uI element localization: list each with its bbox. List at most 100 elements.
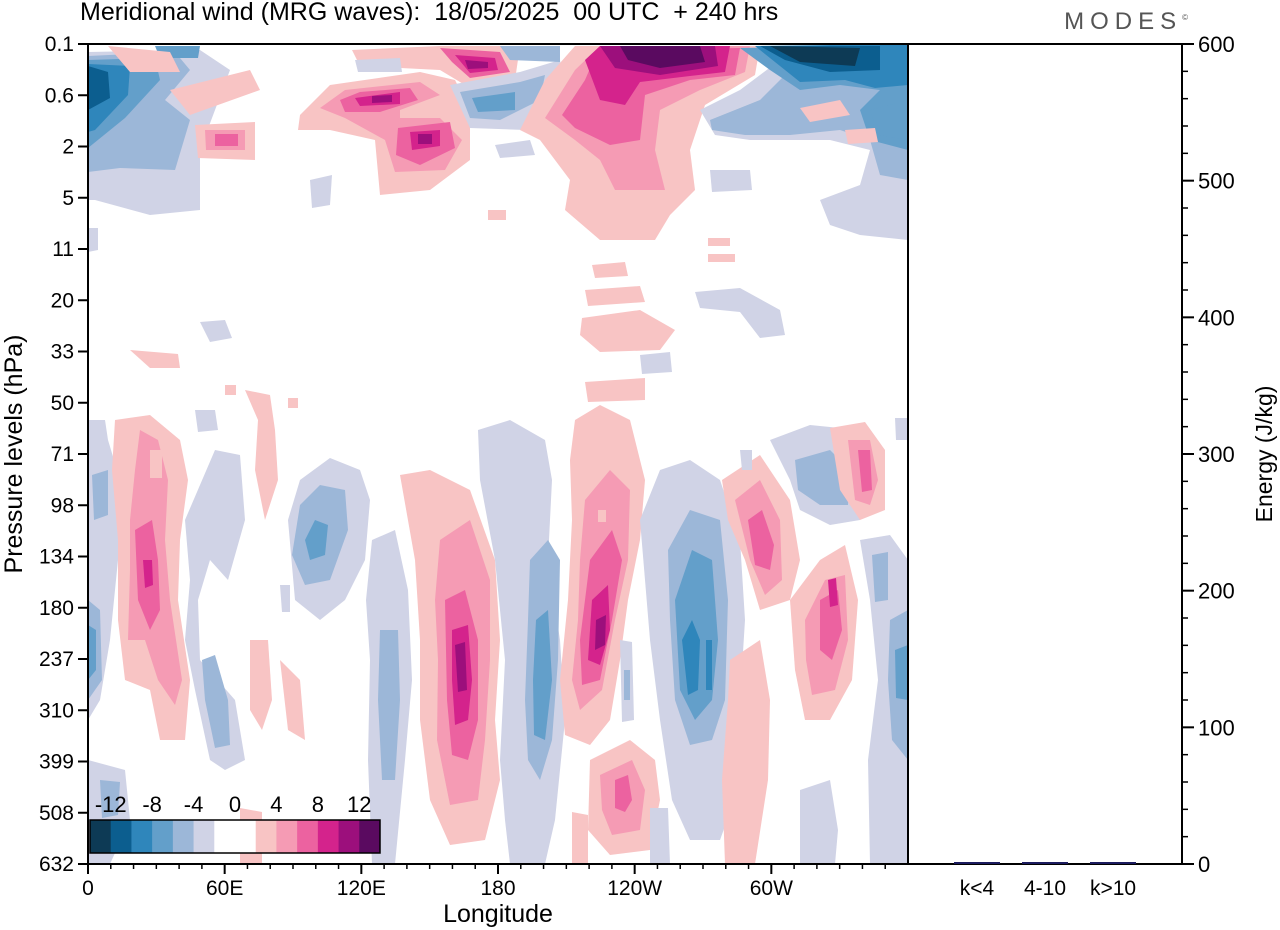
- x-tick-label: 120E: [337, 877, 386, 900]
- contour-region: [845, 128, 878, 144]
- colorbar-swatch: [235, 820, 257, 853]
- contour-region: [472, 92, 515, 112]
- contour-region: [624, 670, 630, 700]
- y-tick-label: 50: [51, 392, 74, 415]
- colorbar-swatch: [338, 820, 360, 853]
- contour-region: [870, 100, 908, 140]
- x-tick-label: 60E: [206, 877, 243, 900]
- colorbar-swatch: [193, 820, 215, 853]
- x-tick-label: 180: [480, 877, 515, 900]
- y-tick-label: 0.1: [45, 33, 74, 56]
- colorbar-swatch: [297, 820, 319, 853]
- contour-region: [92, 470, 108, 520]
- contour-region: [185, 450, 245, 770]
- contour-region: [706, 640, 712, 690]
- colorbar-label: -12: [95, 792, 127, 817]
- contour-region: [650, 808, 670, 864]
- contour-region: [215, 134, 238, 146]
- contour-region: [280, 585, 290, 612]
- contour-region: [225, 385, 236, 395]
- contour-region: [895, 418, 908, 440]
- contour-region: [592, 262, 628, 278]
- y-tick-label: 508: [39, 802, 74, 825]
- energy-bar-panel: [907, 43, 1183, 865]
- colorbar-swatch: [359, 820, 381, 853]
- colorbar-swatch: [317, 820, 340, 853]
- contour-region: [88, 66, 110, 110]
- contour-region: [598, 510, 606, 522]
- energy-tick-label: 200: [1198, 579, 1235, 604]
- colorbar-label: -4: [184, 792, 204, 817]
- colorbar-swatch: [152, 820, 174, 853]
- energy-tick-label: 500: [1198, 169, 1235, 194]
- chart-title: Meridional wind (MRG waves): 18/05/2025 …: [80, 0, 779, 26]
- contour-region: [250, 640, 272, 730]
- contour-region: [585, 286, 645, 306]
- energy-bar: [954, 862, 1000, 864]
- contour-region: [895, 645, 908, 700]
- contour-region: [695, 288, 785, 338]
- energy-tick-label: 0: [1198, 852, 1210, 877]
- contour-region: [143, 560, 153, 588]
- contour-region: [355, 58, 402, 72]
- colorbar: -12 -8 -4 0 4 8 12: [89, 792, 381, 854]
- y-axis: 0.1 0.6 2 5 11 20 33 50 71 98 134 180 237 310 399 508 63…: [39, 33, 88, 876]
- y-tick-label: 237: [39, 648, 74, 671]
- colorbar-label: -8: [142, 792, 162, 817]
- y-tick-label: 0.6: [45, 84, 74, 107]
- contour-region: [828, 578, 838, 607]
- y-axis-label: Pressure levels (hPa): [0, 335, 28, 574]
- contour-region: [722, 640, 770, 864]
- contour-region: [170, 70, 260, 115]
- contour-region: [455, 642, 467, 692]
- energy-bars: [954, 862, 1136, 864]
- energy-tick-label: 600: [1198, 32, 1235, 57]
- brand-mark: ©: [1182, 13, 1188, 22]
- contour-region: [500, 46, 560, 62]
- contour-region: [615, 775, 632, 812]
- contour-region: [465, 60, 488, 69]
- x-tick-label: 120W: [607, 877, 662, 900]
- contour-region: [533, 610, 552, 740]
- contour-region: [800, 100, 850, 122]
- contour-region: [488, 210, 506, 220]
- contour-region: [740, 450, 752, 470]
- contour-region: [748, 510, 774, 570]
- energy-category-label: k<4: [960, 877, 995, 900]
- brand-logo: MODES©: [1064, 8, 1188, 36]
- colorbar-label: 4: [270, 792, 282, 817]
- contour-region: [280, 660, 305, 740]
- contour-region: [858, 450, 872, 492]
- contour-region: [245, 390, 278, 520]
- y-tick-label: 632: [39, 853, 74, 876]
- energy-category-label: k>10: [1090, 877, 1136, 900]
- y-tick-label: 20: [51, 289, 74, 312]
- y-tick-label: 11: [52, 238, 74, 261]
- y-tick-label: 180: [39, 597, 74, 620]
- contour-region: [820, 590, 842, 660]
- x-axis-label: Longitude: [443, 900, 553, 928]
- contour-region: [708, 254, 735, 262]
- contour-region: [800, 780, 838, 864]
- x-tick-label: 60W: [750, 877, 793, 900]
- energy-frame: [907, 43, 1183, 865]
- contour-region: [378, 630, 400, 780]
- contour-region: [572, 812, 588, 864]
- colorbar-frame: [89, 819, 381, 854]
- contour-region: [88, 228, 98, 252]
- contour-region: [200, 320, 232, 342]
- contour-region: [195, 410, 218, 432]
- energy-tick-label: 100: [1198, 715, 1235, 740]
- y-tick-label: 33: [51, 341, 74, 364]
- colorbar-swatch: [214, 820, 236, 853]
- y-tick-label: 5: [62, 187, 74, 210]
- contour-region: [305, 520, 328, 560]
- x-tick-label: 0: [82, 877, 94, 900]
- x-axis: 0 60E 120E 180 120W 60W: [82, 864, 886, 900]
- contour-region: [150, 450, 162, 478]
- colorbar-swatch: [276, 820, 298, 853]
- contour-fill-layer: [88, 44, 908, 864]
- contour-region: [770, 46, 860, 66]
- contour-region: [682, 620, 700, 695]
